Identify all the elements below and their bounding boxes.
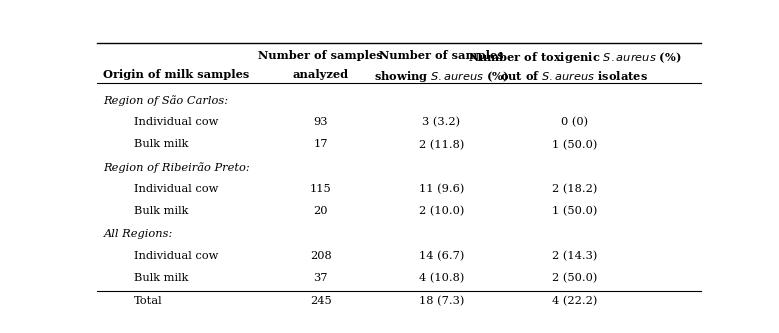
Text: showing $\it{S. aureus}$ (%): showing $\it{S. aureus}$ (%) <box>374 69 509 84</box>
Text: 11 (9.6): 11 (9.6) <box>419 184 464 194</box>
Text: Bulk milk: Bulk milk <box>134 273 188 283</box>
Text: 2 (10.0): 2 (10.0) <box>419 206 464 217</box>
Text: 1 (50.0): 1 (50.0) <box>552 206 597 217</box>
Text: 208: 208 <box>310 251 332 261</box>
Text: 37: 37 <box>313 273 328 283</box>
Text: 0 (0): 0 (0) <box>561 117 588 128</box>
Text: 2 (11.8): 2 (11.8) <box>419 140 464 150</box>
Text: Region of Ribeirão Preto:: Region of Ribeirão Preto: <box>104 162 250 172</box>
Text: Total: Total <box>134 296 162 306</box>
Text: Individual cow: Individual cow <box>134 117 218 127</box>
Text: 17: 17 <box>313 140 328 150</box>
Text: Bulk milk: Bulk milk <box>134 140 188 150</box>
Text: Bulk milk: Bulk milk <box>134 206 188 216</box>
Text: 14 (6.7): 14 (6.7) <box>419 251 464 261</box>
Text: 1 (50.0): 1 (50.0) <box>552 140 597 150</box>
Text: All Regions:: All Regions: <box>104 229 173 239</box>
Text: 245: 245 <box>310 296 332 306</box>
Text: 3 (3.2): 3 (3.2) <box>422 117 460 128</box>
Text: 115: 115 <box>310 184 332 194</box>
Text: Number of toxigenic $\it{S. aureus}$ (%): Number of toxigenic $\it{S. aureus}$ (%) <box>467 50 681 65</box>
Text: Individual cow: Individual cow <box>134 251 218 261</box>
Text: 20: 20 <box>313 206 328 216</box>
Text: Number of samples: Number of samples <box>379 50 504 61</box>
Text: Origin of milk samples: Origin of milk samples <box>104 69 249 80</box>
Text: Region of São Carlos:: Region of São Carlos: <box>104 95 228 106</box>
Text: 2 (18.2): 2 (18.2) <box>552 184 597 194</box>
Text: out of $\it{S. aureus}$ isolates: out of $\it{S. aureus}$ isolates <box>500 69 648 82</box>
Text: 4 (10.8): 4 (10.8) <box>419 273 464 284</box>
Text: 2 (50.0): 2 (50.0) <box>552 273 597 284</box>
Text: Individual cow: Individual cow <box>134 184 218 194</box>
Text: Number of samples: Number of samples <box>259 50 383 61</box>
Text: 2 (14.3): 2 (14.3) <box>552 251 597 261</box>
Text: 93: 93 <box>313 117 328 127</box>
Text: 4 (22.2): 4 (22.2) <box>552 296 597 306</box>
Text: 18 (7.3): 18 (7.3) <box>419 296 464 306</box>
Text: analyzed: analyzed <box>293 69 349 80</box>
